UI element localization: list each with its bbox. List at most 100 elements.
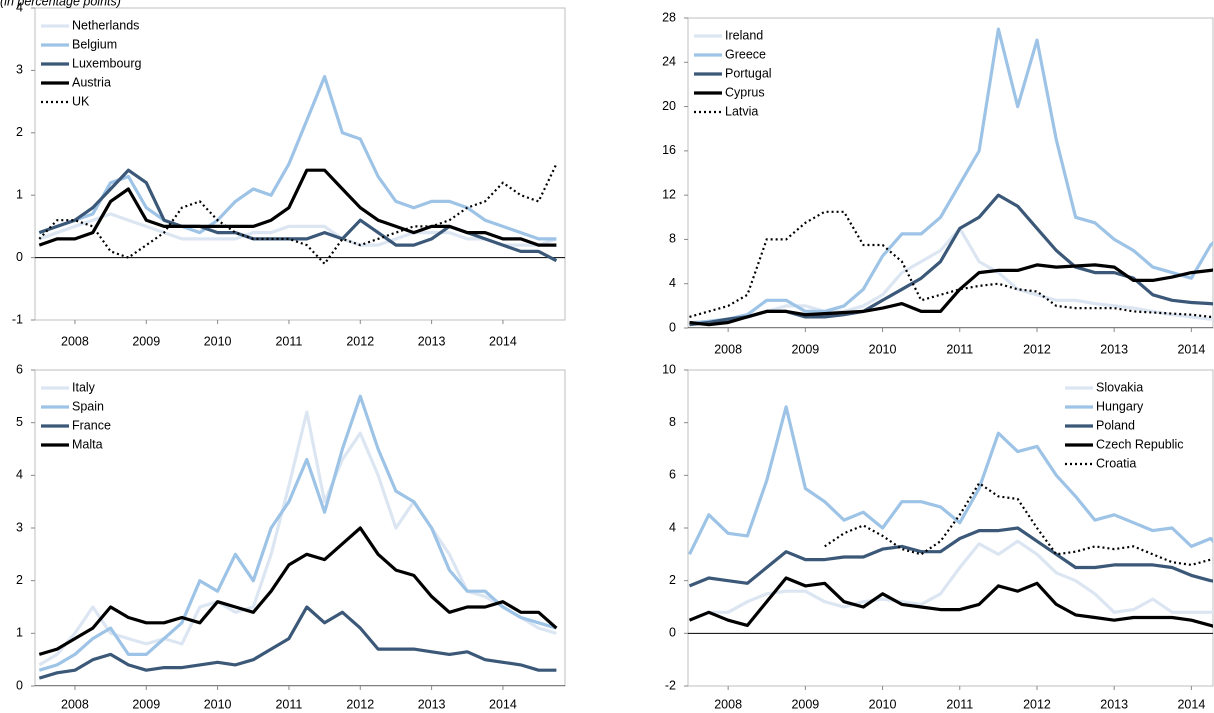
- legend-label: Austria: [72, 75, 111, 89]
- legend-label: Ireland: [725, 28, 763, 42]
- series-line: [38, 75, 557, 241]
- legend-label: Czech Republic: [1096, 437, 1184, 451]
- x-tick-label: 2009: [132, 334, 160, 348]
- legend-label: Italy: [72, 380, 96, 394]
- legend-label: Hungary: [1096, 399, 1144, 413]
- y-tick-label: 1: [16, 626, 23, 640]
- x-tick-label: 2008: [714, 342, 742, 356]
- y-tick-label: 28: [662, 10, 676, 24]
- legend-label: Cyprus: [725, 85, 765, 99]
- plot-area: [35, 394, 565, 686]
- y-tick-label: 1: [16, 187, 23, 201]
- series-line: [689, 210, 1213, 319]
- x-tick-label: 2010: [869, 697, 897, 711]
- y-tick-label: 0: [16, 250, 23, 264]
- y-tick-label: 10: [662, 362, 676, 376]
- legend-label: Greece: [725, 47, 766, 61]
- y-tick-label: 3: [16, 63, 23, 77]
- y-tick-label: 2: [16, 125, 23, 139]
- legend-label: Spain: [72, 399, 104, 413]
- y-tick-label: 8: [669, 415, 676, 429]
- series-line: [688, 526, 1213, 588]
- x-tick-label: 2011: [275, 697, 302, 711]
- x-tick-label: 2011: [946, 697, 973, 711]
- series-line: [689, 27, 1213, 326]
- legend-label: Netherlands: [72, 18, 139, 32]
- x-tick-label: 2010: [869, 342, 897, 356]
- series-line: [38, 394, 557, 672]
- x-tick-label: 2014: [489, 697, 517, 711]
- x-tick-label: 2014: [1177, 342, 1205, 356]
- legend-label: Malta: [72, 437, 103, 451]
- plot-area: [688, 405, 1213, 634]
- y-tick-label: 8: [669, 232, 676, 246]
- series-line: [689, 263, 1213, 327]
- legend-label: Portugal: [725, 66, 772, 80]
- y-tick-label: 0: [669, 626, 676, 640]
- x-tick-label: 2012: [1023, 342, 1051, 356]
- y-tick-label: 12: [662, 187, 676, 201]
- legend-label: Croatia: [1096, 456, 1136, 470]
- y-tick-label: 0: [669, 320, 676, 334]
- legend-label: Latvia: [725, 104, 758, 118]
- y-tick-label: 2: [669, 573, 676, 587]
- series-line: [38, 526, 558, 656]
- legend-label: UK: [72, 94, 90, 108]
- series-line: [824, 482, 1213, 566]
- plot-frame: [34, 369, 566, 687]
- y-tick-label: 0: [16, 678, 23, 692]
- x-tick-label: 2013: [1100, 342, 1128, 356]
- x-tick-label: 2008: [61, 697, 89, 711]
- x-tick-label: 2012: [346, 334, 374, 348]
- x-tick-label: 2012: [1023, 697, 1051, 711]
- y-tick-label: 4: [16, 0, 23, 14]
- legend-label: France: [72, 418, 111, 432]
- plot-area: [35, 75, 565, 265]
- y-tick-label: -1: [12, 312, 23, 326]
- y-tick-label: -2: [665, 678, 676, 692]
- x-tick-label: 2008: [714, 697, 742, 711]
- x-tick-label: 2013: [418, 697, 446, 711]
- series-line: [38, 168, 557, 247]
- y-tick-label: 3: [16, 520, 23, 534]
- y-tick-label: 4: [669, 276, 676, 290]
- x-tick-label: 2009: [791, 697, 819, 711]
- plot-frame: [34, 7, 566, 321]
- x-tick-label: 2008: [61, 334, 89, 348]
- y-tick-label: 4: [669, 520, 676, 534]
- x-tick-label: 2009: [791, 342, 819, 356]
- y-tick-label: 20: [662, 99, 676, 113]
- series-line: [38, 163, 558, 265]
- series-line: [38, 212, 557, 247]
- legend-label: Poland: [1096, 418, 1135, 432]
- series-line: [688, 539, 1213, 622]
- series-line: [38, 410, 557, 667]
- y-tick-label: 6: [669, 468, 676, 482]
- x-tick-label: 2009: [132, 697, 160, 711]
- legend-label: Slovakia: [1096, 380, 1143, 394]
- series-line: [688, 405, 1213, 556]
- y-tick-label: 4: [16, 468, 23, 482]
- y-tick-label: 6: [16, 362, 23, 376]
- x-tick-label: 2014: [489, 334, 517, 348]
- chart-subtitle: (in percentage points): [0, 0, 121, 8]
- legend-label: Luxembourg: [72, 56, 142, 70]
- series-line: [688, 576, 1213, 628]
- x-tick-label: 2010: [204, 697, 232, 711]
- y-tick-label: 2: [16, 573, 23, 587]
- legend-label: Belgium: [72, 37, 117, 51]
- y-tick-label: 24: [662, 55, 676, 69]
- y-tick-label: 16: [662, 143, 676, 157]
- x-tick-label: 2011: [275, 334, 302, 348]
- x-tick-label: 2014: [1177, 697, 1205, 711]
- series-line: [38, 605, 557, 680]
- x-tick-label: 2012: [346, 697, 374, 711]
- series-line: [689, 193, 1213, 327]
- x-tick-label: 2011: [946, 342, 973, 356]
- x-tick-label: 2013: [1100, 697, 1128, 711]
- plot-area: [688, 27, 1213, 328]
- x-tick-label: 2010: [204, 334, 232, 348]
- x-tick-label: 2013: [418, 334, 446, 348]
